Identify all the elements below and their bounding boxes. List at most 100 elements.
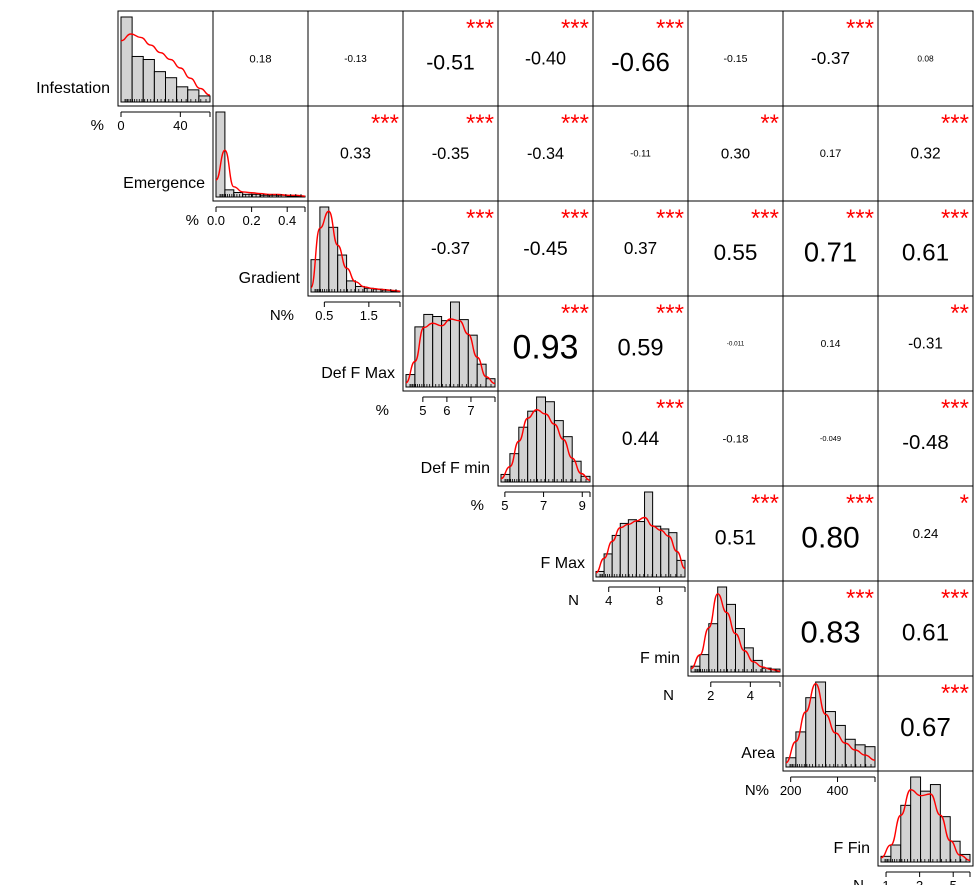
x-tick-label: 4 <box>605 593 612 608</box>
x-tick-label: 0 <box>117 118 124 133</box>
hist-bar-f-max-5 <box>635 521 646 578</box>
x-tick-label: 0.2 <box>243 213 261 228</box>
corr-value: -0.049 <box>820 434 841 443</box>
density-curve-emergence <box>215 149 306 197</box>
corr-value: -0.51 <box>426 51 475 75</box>
corr-value: 0.17 <box>820 148 842 160</box>
corr-value: 0.93 <box>513 329 579 367</box>
hist-bar-f-fin-5 <box>929 784 941 863</box>
x-tick-label: 3 <box>916 878 923 885</box>
significance-stars: *** <box>561 15 589 42</box>
significance-stars: *** <box>846 15 874 42</box>
hist-bar-def-f-min-7 <box>562 436 573 483</box>
significance-stars: *** <box>941 110 969 137</box>
x-tick-label: 7 <box>467 403 474 418</box>
significance-stars: *** <box>941 205 969 232</box>
hist-bar-area-7 <box>854 744 866 768</box>
corr-value: -0.11 <box>630 149 651 159</box>
hist-bar-infestation-4 <box>165 77 178 103</box>
hist-bar-def-f-max-3 <box>432 316 443 388</box>
corr-value: 0.32 <box>910 146 940 163</box>
corr-value: -0.15 <box>724 53 748 65</box>
significance-stars: ** <box>760 110 779 137</box>
density-curve-f-max <box>595 516 686 574</box>
significance-stars: *** <box>846 205 874 232</box>
x-tick-label: 5 <box>950 878 957 885</box>
significance-stars: *** <box>941 395 969 422</box>
hist-bar-emergence-0 <box>215 111 226 198</box>
hist-bar-infestation-6 <box>187 89 200 103</box>
corr-value: 0.44 <box>622 429 660 450</box>
variable-label: F Max <box>541 555 585 572</box>
hist-bar-infestation-1 <box>131 55 144 103</box>
variable-label: F min <box>640 650 680 667</box>
hist-bar-f-max-4 <box>627 519 637 578</box>
corr-value: 0.33 <box>340 146 371 163</box>
corr-value: 0.71 <box>804 237 857 268</box>
significance-stars: *** <box>751 490 779 517</box>
corr-value: -0.35 <box>432 145 470 163</box>
hist-bar-gradient-3 <box>337 254 348 293</box>
unit-label: N <box>568 592 579 609</box>
variable-label: Emergence <box>123 175 205 192</box>
density-curve-def-f-min <box>500 409 591 481</box>
significance-stars: *** <box>466 110 494 137</box>
significance-stars: ** <box>950 300 969 327</box>
hist-bar-f-min-2 <box>708 623 719 673</box>
hist-bar-emergence-2 <box>233 192 244 198</box>
significance-stars: *** <box>656 395 684 422</box>
corr-value: -0.34 <box>527 145 564 163</box>
hist-bar-def-f-max-9 <box>485 378 496 388</box>
hist-bar-area-4 <box>825 711 836 768</box>
corr-value: 0.24 <box>913 526 939 541</box>
hist-bar-area-2 <box>805 697 817 768</box>
corr-value: 0.59 <box>617 335 663 361</box>
hist-bar-emergence-3 <box>242 193 253 198</box>
hist-bar-def-f-max-5 <box>450 301 460 388</box>
corr-value: -0.37 <box>811 49 850 68</box>
density-curve-infestation <box>120 33 211 96</box>
significance-stars: *** <box>466 205 494 232</box>
hist-bar-def-f-max-6 <box>458 319 469 388</box>
hist-bar-infestation-7 <box>198 95 211 103</box>
hist-bar-f-min-3 <box>717 586 728 673</box>
x-tick-label: 9 <box>579 498 586 513</box>
significance-stars: *** <box>656 15 684 42</box>
density-curve-gradient <box>310 210 401 292</box>
hist-bar-infestation-0 <box>120 16 133 103</box>
density-curve-f-min <box>690 593 781 672</box>
hist-bar-area-3 <box>815 681 827 768</box>
significance-stars: *** <box>941 680 969 707</box>
variable-label: Area <box>741 745 775 762</box>
corr-value: -0.37 <box>431 239 470 258</box>
significance-stars: *** <box>846 585 874 612</box>
x-tick-label: 0.0 <box>207 213 225 228</box>
hist-bar-emergence-8 <box>286 195 297 198</box>
corr-value: 0.67 <box>900 712 951 742</box>
corr-value: -0.011 <box>727 341 745 348</box>
x-tick-label: 40 <box>173 118 187 133</box>
hist-bar-infestation-2 <box>142 59 155 103</box>
hist-bar-def-f-min-1 <box>509 453 520 483</box>
density-curve-f-fin <box>880 789 971 861</box>
corr-value: 0.30 <box>721 145 750 162</box>
x-tick-label: 1.5 <box>360 308 378 323</box>
significance-stars: *** <box>561 300 589 327</box>
hist-bar-f-max-6 <box>644 491 654 578</box>
x-tick-label: 4 <box>747 688 754 703</box>
variable-label: Gradient <box>239 270 301 287</box>
unit-label: % <box>91 117 104 134</box>
x-tick-label: 8 <box>656 593 663 608</box>
corr-value: -0.48 <box>902 432 948 454</box>
hist-bar-f-max-9 <box>668 532 678 578</box>
unit-label: N% <box>745 782 769 799</box>
x-tick-label: 0.4 <box>278 213 296 228</box>
corr-value: -0.13 <box>344 54 367 65</box>
x-tick-label: 5 <box>419 403 426 418</box>
variable-label: F Fin <box>834 840 870 857</box>
corr-value: 0.18 <box>249 53 271 65</box>
hist-bar-def-f-min-8 <box>571 460 582 483</box>
significance-stars: *** <box>751 205 779 232</box>
x-tick-label: 1 <box>882 878 889 885</box>
